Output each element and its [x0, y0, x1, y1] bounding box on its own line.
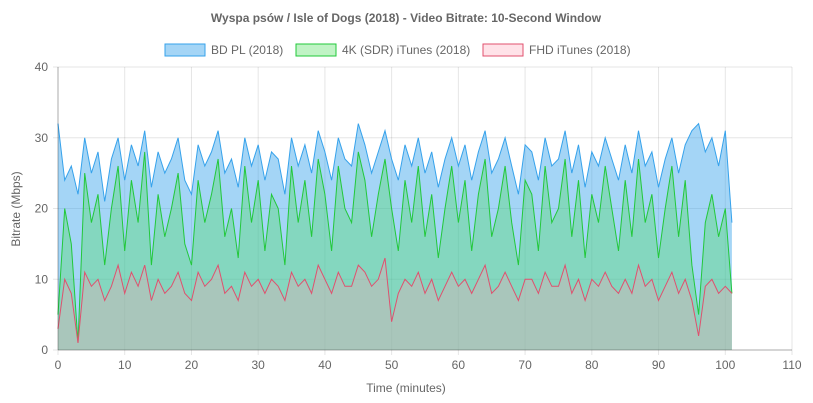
x-tick-label: 20 — [185, 358, 199, 372]
y-tick-label: 20 — [35, 202, 49, 216]
x-tick-label: 0 — [55, 358, 62, 372]
x-tick-label: 80 — [585, 358, 599, 372]
x-tick-label: 90 — [652, 358, 666, 372]
legend-label: FHD iTunes (2018) — [529, 43, 631, 57]
legend-item-2[interactable]: FHD iTunes (2018) — [482, 43, 631, 57]
series-group — [57, 122, 733, 350]
series-line-1 — [57, 151, 733, 343]
x-tick-label: 60 — [452, 358, 466, 372]
y-tick-label: 10 — [35, 272, 49, 286]
series-area-0 — [58, 123, 732, 350]
legend-swatch — [164, 43, 206, 57]
y-axis-label: Bitrate (Mbps) — [9, 171, 23, 246]
axes: 0 10 20 30 40 50 60 70 80 90 100 110 0 10 20 30 40 — [35, 60, 802, 372]
series-area-1 — [58, 151, 732, 350]
series-line-2 — [57, 257, 733, 343]
x-tick-label: 50 — [385, 358, 399, 372]
y-tick-label: 0 — [41, 343, 48, 357]
legend[interactable]: BD PL (2018) 4K (SDR) iTunes (2018) FHD iT… — [164, 43, 631, 57]
x-tick-label: 10 — [118, 358, 132, 372]
series-area-2 — [58, 258, 732, 350]
y-tick-label: 30 — [35, 131, 49, 145]
legend-item-0[interactable]: BD PL (2018) — [164, 43, 283, 57]
x-tick-label: 100 — [715, 358, 735, 372]
chart-title: Wyspa psów / Isle of Dogs (2018) - Video… — [211, 11, 602, 25]
x-tick-label: 110 — [782, 358, 801, 372]
legend-label: BD PL (2018) — [211, 43, 283, 57]
y-tick-label: 40 — [35, 60, 49, 74]
x-tick-label: 30 — [252, 358, 266, 372]
legend-item-1[interactable]: 4K (SDR) iTunes (2018) — [295, 43, 470, 57]
x-tick-label: 70 — [518, 358, 532, 372]
legend-swatch — [295, 43, 337, 57]
x-axis-label: Time (minutes) — [366, 381, 446, 395]
series-line-0 — [57, 122, 733, 223]
legend-label: 4K (SDR) iTunes (2018) — [342, 43, 470, 57]
x-tick-label: 40 — [318, 358, 332, 372]
legend-swatch — [482, 43, 524, 57]
